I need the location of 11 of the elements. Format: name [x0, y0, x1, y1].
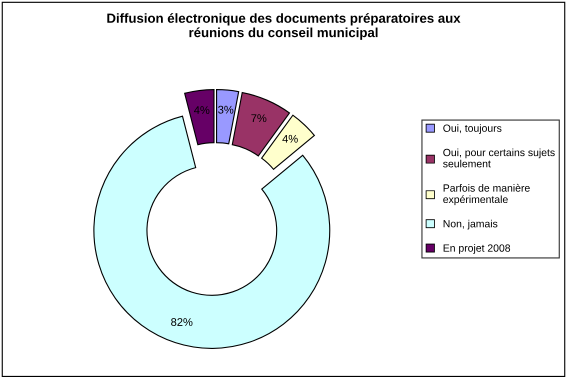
data-label: 7%	[251, 114, 266, 122]
data-label: 82%	[171, 318, 192, 326]
legend-label: Oui, pour certains sujets seulement	[443, 148, 555, 168]
legend-label: En projet 2008	[444, 244, 510, 254]
legend-label: Parfois de manière expérimentale	[443, 184, 530, 206]
data-label: 4%	[194, 106, 210, 114]
data-label: 3%	[218, 106, 234, 114]
legend-label: Oui, toujours	[443, 124, 502, 134]
data-label: 4%	[282, 134, 298, 143]
chart-title: Diffusion électronique des documents préparatoires aux réunions du conseil municipal	[107, 13, 460, 40]
legend-label: Non, jamais	[444, 220, 498, 230]
